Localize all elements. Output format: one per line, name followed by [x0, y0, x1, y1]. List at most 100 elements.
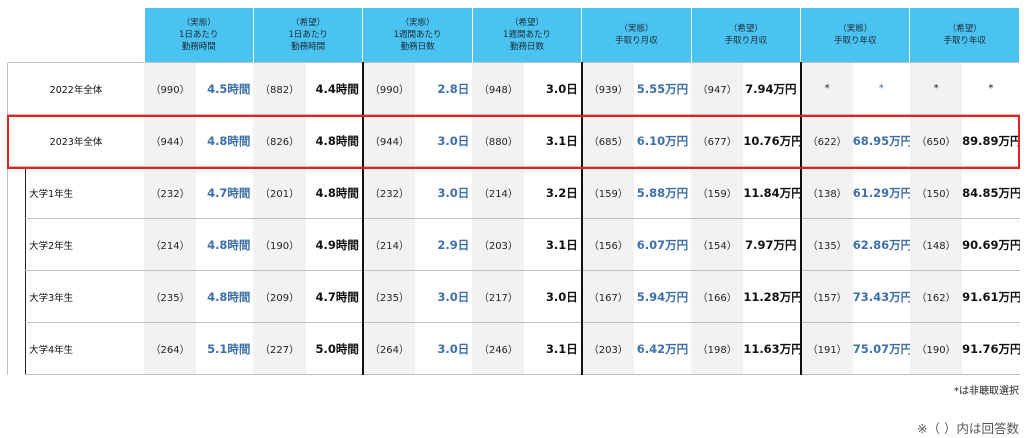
indent-spacer: [6, 218, 26, 271]
response-count: *: [799, 62, 853, 115]
value-cell: 61.29万円: [852, 166, 910, 219]
value-cell: 89.89万円: [962, 114, 1020, 167]
response-count: （157）: [799, 270, 853, 323]
header-desired-daily-hours: （希望） 1日あたり 勤務時間: [252, 8, 364, 63]
value-cell: *: [962, 62, 1020, 115]
row-label: 大学4年生: [25, 322, 145, 375]
value-cell: 4.7時間: [305, 270, 363, 323]
response-count: （156）: [580, 218, 634, 271]
header-actual-monthly-income: （実態） 手取り月収: [581, 8, 692, 63]
header-actual-weekly-days: （実態） 1週間あたり 勤務日数: [362, 8, 473, 63]
value-cell: 6.42万円: [633, 322, 692, 375]
value-cell: 5.55万円: [633, 62, 692, 115]
response-count: （191）: [799, 322, 853, 375]
response-count: （227）: [253, 322, 306, 375]
response-count: （190）: [253, 218, 306, 271]
response-count: （148）: [909, 218, 963, 271]
response-count: （154）: [691, 218, 744, 271]
value-cell: 4.4時間: [305, 62, 363, 115]
response-count: （209）: [253, 270, 306, 323]
response-count: （947）: [691, 62, 744, 115]
value-cell: 5.94万円: [633, 270, 692, 323]
value-cell: 11.84万円: [743, 166, 801, 219]
response-count: （264）: [144, 322, 197, 375]
response-count: （990）: [361, 62, 416, 115]
response-count: （650）: [909, 114, 963, 167]
response-count-note: ※（ ）内は回答数: [917, 421, 1019, 436]
table-row: 大学2年生 （214） 4.8時間 （190） 4.9時間 （214） 2.9日…: [6, 218, 1020, 271]
response-count: （190）: [909, 322, 963, 375]
non-collected-note: *は非聴取選択: [954, 386, 1019, 397]
response-count: （214）: [472, 166, 525, 219]
header-desired-annual-income: （希望） 手取り年収: [909, 8, 1020, 63]
response-count: （201）: [253, 166, 306, 219]
survey-table: （実態） 1日あたり 勤務時間 （希望） 1日あたり 勤務時間 （実態） 1週間あたり 勤務…: [6, 8, 1020, 375]
response-count: （235）: [361, 270, 416, 323]
response-count: （232）: [144, 166, 197, 219]
value-cell: 3.0日: [524, 270, 582, 323]
value-cell: 11.28万円: [743, 270, 801, 323]
value-cell: 5.1時間: [196, 322, 254, 375]
indent-spacer: [6, 322, 26, 375]
value-cell: 7.97万円: [743, 218, 801, 271]
value-cell: 73.43万円: [852, 270, 910, 323]
value-cell: 90.69万円: [962, 218, 1020, 271]
table-row: 大学3年生 （235） 4.8時間 （209） 4.7時間 （235） 3.0日…: [6, 270, 1020, 323]
row-label: 2023年全体: [7, 114, 145, 167]
table-row: 2023年全体 （944） 4.8時間 （826） 4.8時間 （944） 3.…: [7, 114, 1020, 167]
value-cell: 3.0日: [415, 270, 473, 323]
header-actual-annual-income: （実態） 手取り年収: [800, 8, 911, 63]
response-count: （826）: [253, 114, 306, 167]
response-count: （880）: [472, 114, 525, 167]
value-cell: 91.76万円: [962, 322, 1020, 375]
response-count: （167）: [580, 270, 634, 323]
response-count: （882）: [253, 62, 306, 115]
value-cell: 5.0時間: [305, 322, 363, 375]
value-cell: 62.86万円: [852, 218, 910, 271]
value-cell: 2.8日: [415, 62, 473, 115]
value-cell: 4.8時間: [305, 114, 363, 167]
value-cell: 6.10万円: [633, 114, 692, 167]
value-cell: 10.76万円: [743, 114, 801, 167]
table-row: 2022年全体 （990） 4.5時間 （882） 4.4時間 （990） 2.…: [7, 62, 1020, 115]
header-desired-weekly-days: （希望） 1週間あたり 勤務日数: [471, 8, 583, 63]
response-count: （948）: [472, 62, 525, 115]
row-label: 大学1年生: [25, 166, 145, 219]
response-count: （159）: [580, 166, 634, 219]
value-cell: 5.88万円: [633, 166, 692, 219]
value-cell: 3.1日: [524, 218, 582, 271]
value-cell: 7.94万円: [743, 62, 801, 115]
value-cell: 3.1日: [524, 322, 582, 375]
response-count: （162）: [909, 270, 963, 323]
value-cell: 3.0日: [524, 62, 582, 115]
response-count: （685）: [580, 114, 634, 167]
header-actual-daily-hours: （実態） 1日あたり 勤務時間: [143, 8, 254, 63]
value-cell: 4.8時間: [305, 166, 363, 219]
corner-cell: [7, 8, 145, 63]
value-cell: 4.8時間: [196, 114, 254, 167]
response-count: （198）: [691, 322, 744, 375]
table-row: 大学1年生 （232） 4.7時間 （201） 4.8時間 （232） 3.0日…: [6, 166, 1020, 219]
value-cell: *: [852, 62, 910, 115]
value-cell: 4.8時間: [196, 270, 254, 323]
value-cell: 4.8時間: [196, 218, 254, 271]
table-row: 大学4年生 （264） 5.1時間 （227） 5.0時間 （264） 3.0日…: [6, 322, 1020, 375]
response-count: （214）: [144, 218, 197, 271]
value-cell: 3.2日: [524, 166, 582, 219]
value-cell: 2.9日: [415, 218, 473, 271]
response-count: （214）: [361, 218, 416, 271]
response-count: （203）: [580, 322, 634, 375]
value-cell: 3.0日: [415, 114, 473, 167]
response-count: （939）: [580, 62, 634, 115]
value-cell: 3.0日: [415, 322, 473, 375]
response-count: （166）: [691, 270, 744, 323]
response-count: （622）: [799, 114, 853, 167]
indent-spacer: [6, 270, 26, 323]
response-count: （138）: [799, 166, 853, 219]
value-cell: 3.1日: [524, 114, 582, 167]
value-cell: 4.9時間: [305, 218, 363, 271]
response-count: （217）: [472, 270, 525, 323]
value-cell: 11.63万円: [743, 322, 801, 375]
value-cell: 68.95万円: [852, 114, 910, 167]
response-count: （944）: [144, 114, 197, 167]
